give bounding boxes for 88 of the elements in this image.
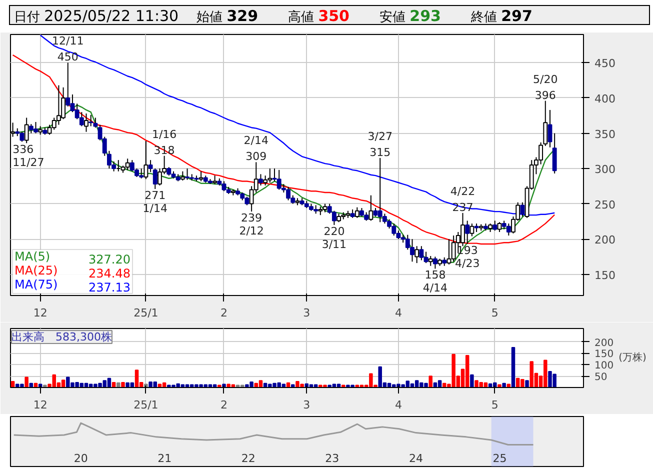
candlestick (354, 206, 360, 218)
candlestick (93, 117, 98, 128)
candlestick (368, 194, 374, 222)
text: 350 (318, 7, 350, 25)
candlestick (414, 246, 420, 264)
annotation: 237.13 (88, 280, 131, 294)
y-tick-label: 150 (594, 268, 616, 282)
bar (258, 380, 263, 388)
bar (61, 380, 66, 388)
bar (502, 382, 506, 388)
annotation: 239 2/12 (239, 212, 264, 238)
x-tick-label: 3 (303, 306, 310, 320)
y-tick-label: 400 (594, 92, 616, 106)
annotation: 3/27 315 (368, 130, 392, 159)
annotation: 12/11 450 (52, 34, 84, 64)
x-tick-label: 24 (408, 452, 423, 466)
y-tick-label: 150 (594, 349, 614, 360)
candlestick (24, 117, 29, 144)
x-tick-label: 20 (74, 452, 88, 466)
x-tick-label: 4 (394, 306, 402, 320)
y-axis-title: (万株) (618, 352, 646, 364)
y-tick-label: 350 (594, 128, 616, 141)
text: 高値 (288, 10, 314, 25)
y-tick-label: 200 (594, 234, 616, 247)
x-tick-label: 25/1 (134, 306, 158, 320)
candlestick (125, 158, 130, 170)
text: MA(25) (14, 264, 58, 278)
annotation: 336 11/27 (12, 143, 44, 170)
y-tick-label: 50 (594, 372, 608, 384)
candlestick (428, 255, 433, 266)
x-tick-label: 23 (325, 452, 340, 466)
bar (470, 374, 474, 388)
y-tick-label: 450 (594, 57, 616, 70)
annotation: 327.20 (88, 252, 131, 266)
annotation: 271 1/14 (142, 188, 168, 215)
candlestick (497, 222, 502, 233)
bar (438, 380, 442, 388)
text: 始値 (196, 10, 223, 25)
candlestick (198, 170, 204, 182)
annotation: 158 4/14 (422, 268, 448, 295)
bar (525, 380, 529, 388)
candlestick (552, 132, 557, 174)
x-tick-label: 22 (241, 452, 256, 466)
annotation: 234.48 (88, 266, 131, 280)
x-tick-label: 2 (220, 398, 228, 412)
y-tick-label: 200 (594, 338, 614, 349)
x-tick-label: 12 (33, 306, 48, 320)
bar (218, 384, 222, 388)
x-tick-label: 25/1 (134, 398, 158, 412)
bar (134, 370, 139, 388)
x-tick-label: 5 (491, 306, 498, 320)
x-tick-label: 21 (158, 452, 172, 466)
bar (428, 376, 432, 388)
bar (511, 346, 516, 388)
bar (10, 381, 15, 388)
text: 293 (410, 7, 441, 25)
bar (341, 384, 346, 388)
candlestick (263, 175, 268, 186)
bar (116, 382, 120, 388)
bar (121, 382, 125, 388)
annotation: 5/20 396 (533, 72, 558, 102)
x-tick-label: 3 (303, 398, 310, 412)
text: 終値 (470, 10, 497, 25)
y-tick-label: 100 (594, 360, 614, 372)
text: 日付 (14, 10, 40, 25)
bar (465, 354, 470, 388)
x-tick-label: 4 (394, 398, 402, 412)
x-tick-label: 2 (220, 306, 228, 320)
text: MA(75) (14, 278, 58, 292)
y-tick-label: 250 (594, 198, 616, 212)
x-tick-label: 12 (33, 398, 48, 412)
bar (24, 376, 28, 388)
text: 297 (501, 7, 532, 25)
text: MA(5) (14, 250, 50, 264)
y-tick-label: 300 (594, 163, 616, 176)
candlestick (180, 170, 185, 182)
x-tick-label: 5 (491, 398, 498, 412)
candlestick (470, 223, 474, 237)
bar (43, 384, 47, 388)
text: 安値 (380, 10, 406, 25)
candlestick (84, 113, 88, 132)
x-tick-label: 25 (492, 452, 507, 466)
candlestick (144, 140, 148, 180)
annotation: 220 3/11 (322, 224, 347, 251)
text: 2025/05/22 11:30 (44, 7, 179, 25)
text: 329 (226, 7, 258, 25)
annotation: 出来高 583,300株 (12, 330, 112, 344)
annotation: 2/14 309 (244, 134, 268, 164)
